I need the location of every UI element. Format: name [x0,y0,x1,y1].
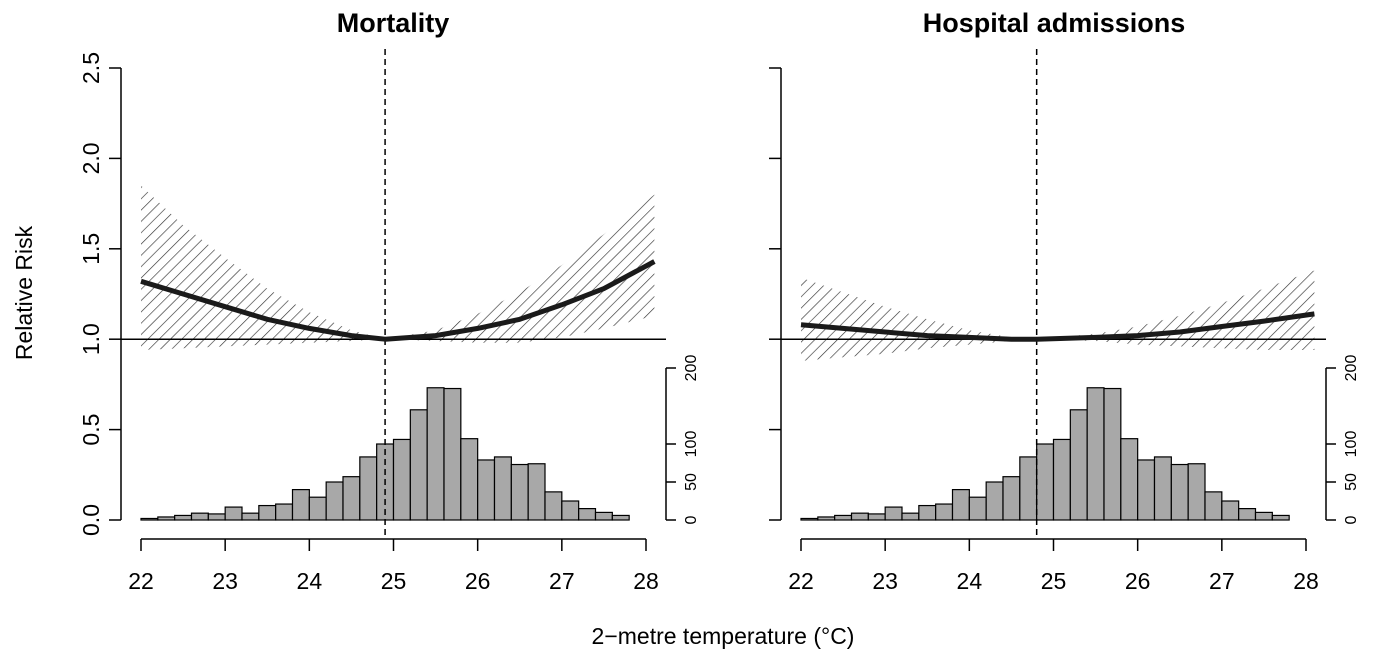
histogram-bar [291,489,310,521]
count-tick-label: 200 [683,355,700,382]
histogram-bar [1254,511,1273,521]
histogram-bar [241,512,260,521]
rr-curve [140,259,656,342]
histogram-bar [1069,409,1088,521]
count-tick-label: 100 [1343,431,1360,458]
histogram-bar [174,514,193,521]
count-tick-label: 0 [683,515,700,524]
x-tick-label: 22 [128,568,154,594]
count-tick-label: 0 [1343,515,1360,524]
histogram-bar [527,463,546,521]
histogram-bar [561,500,580,521]
confidence-band [141,185,655,350]
histogram-bar [1221,500,1240,521]
histogram-bar [1187,463,1206,521]
x-tick-label: 24 [297,568,323,594]
histogram-bar [1137,459,1156,521]
x-tick-label: 23 [872,568,898,594]
y-tick-label: 0.5 [78,414,104,446]
histogram-bar [392,438,411,521]
histogram-bar [426,387,445,521]
histogram-bar [985,481,1004,521]
histogram-bar [901,512,920,521]
y-axis-label: Relative Risk [11,225,37,360]
histogram-bar [224,506,243,521]
histogram-bar [207,513,226,521]
histogram-bar [1271,514,1290,521]
histogram-bar [817,516,836,521]
count-tick-label: 50 [683,473,700,491]
histogram-bar [1120,438,1139,521]
histogram-bar [258,504,277,521]
histogram-bar [460,438,479,521]
histogram-bar [918,504,937,521]
y-tick-label: 0.0 [78,504,104,536]
histogram-bar [190,512,209,521]
x-tick-label: 28 [1293,568,1319,594]
histogram-bar [325,481,344,521]
histogram-bar [1002,476,1021,521]
histogram-bar [951,489,970,521]
histogram-bar [1019,456,1038,521]
panel-title: Mortality [337,8,450,38]
count-tick-label: 200 [1343,355,1360,382]
y-tick-label: 1.5 [78,233,104,265]
histogram-bar [477,459,496,521]
histogram-bar [968,496,987,521]
histogram-bar [140,517,159,521]
panel-mortality: Mortality 0.0 0.5 1.0 1.5 2.0 2.5 22 23 24 25 26 27 2… [78,8,700,594]
histogram-bar [359,456,378,521]
count-tick-label: 100 [683,431,700,458]
y-tick-label: 1.0 [78,323,104,355]
histogram-bar [1170,463,1189,521]
histogram-bar [544,491,563,521]
x-tick-label: 26 [1125,568,1151,594]
histogram-bar [884,506,903,521]
histogram-bar [834,514,853,521]
histogram-bar [1238,508,1257,521]
histogram-bar [867,513,886,521]
histogram-bar [800,517,819,521]
x-tick-label: 26 [465,568,491,594]
histogram-bar [510,463,529,521]
histogram-bar [850,512,869,521]
histogram-bar [493,456,512,521]
histogram-bar [1052,438,1071,521]
x-tick-label: 27 [549,568,575,594]
x-tick-label: 23 [212,568,238,594]
count-tick-label: 50 [1343,473,1360,491]
histogram-bar [409,409,428,521]
histogram-bar [1103,387,1122,521]
x-tick-label: 28 [633,568,659,594]
histogram-bar [578,508,597,521]
x-tick-label: 24 [957,568,983,594]
x-tick-label: 27 [1209,568,1235,594]
panel-title: Hospital admissions [923,8,1186,38]
histogram-bar [443,387,462,521]
histogram-bar [1086,387,1105,521]
confidence-band [801,270,1315,361]
x-tick-label: 22 [788,568,814,594]
x-tick-label: 25 [1041,568,1067,594]
histogram-bar [1204,491,1223,521]
panel-hospital-admissions: Hospital admissions 22 23 24 25 26 27 28 0 50 100 2… [769,8,1360,594]
x-axis-label: 2−metre temperature (°C) [592,623,855,649]
histogram-bar [157,516,176,521]
histogram-bar [1153,456,1172,521]
y-tick-label: 2.5 [78,52,104,84]
histogram-bar [275,503,294,521]
y-tick-label: 2.0 [78,142,104,174]
histogram-bar [1036,443,1055,521]
histogram-bar [594,511,613,521]
x-tick-label: 25 [381,568,407,594]
rr-curve [800,311,1315,342]
histogram-bar [935,503,954,521]
histogram-bar [611,514,630,521]
histogram-bar [308,496,327,521]
histogram-bar [342,476,361,521]
